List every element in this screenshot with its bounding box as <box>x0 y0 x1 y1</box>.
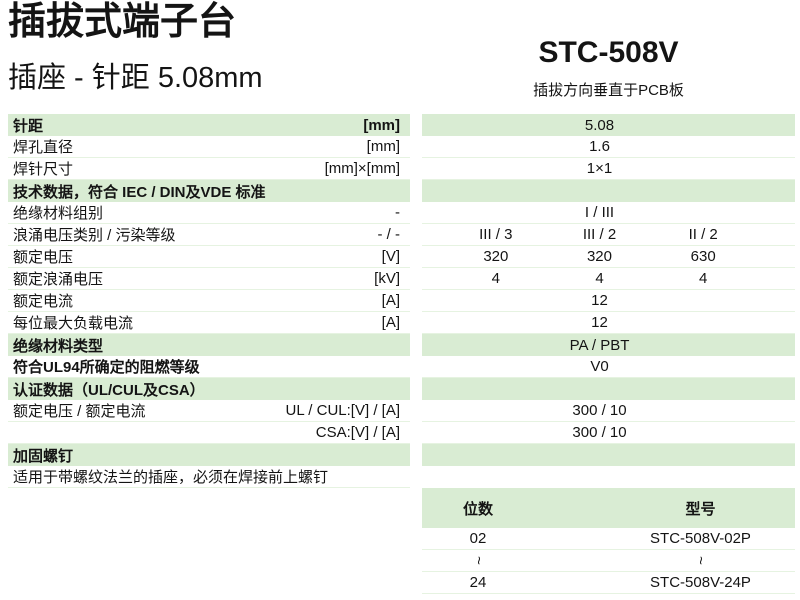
model-table-row: 02 STC-508V-02P <box>422 528 795 550</box>
row-unit: [mm] <box>363 116 400 134</box>
positions-value: 24 <box>469 574 487 591</box>
table-row-max-load-current: 每位最大负载电流 [A] 12 <box>8 312 795 334</box>
page-title: 插拔式端子台 <box>8 1 237 43</box>
section-row-certification-data: 认证数据（UL/CUL及CSA） <box>8 378 795 400</box>
row-value: 4 <box>698 270 708 287</box>
row-value: 320 <box>483 248 509 265</box>
model-table: 位数 型号 02 STC-508V-02P ~ ~ 24 STC-508V-24… <box>422 488 795 594</box>
row-label: 额定浪涌电压 <box>13 271 104 288</box>
table-row-ul94-rating: 符合UL94所确定的阻燃等级 V0 <box>8 356 795 378</box>
row-unit: - / - <box>377 226 401 243</box>
model-table-row-ellipsis: ~ ~ <box>422 550 795 572</box>
row-label: 针距 <box>13 117 44 135</box>
row-unit: [kV] <box>374 270 400 287</box>
model-number: STC-508V <box>538 36 679 69</box>
section-label: 加固螺钉 <box>13 447 74 465</box>
table-row-csa-rating: CSA:[V] / [A] 300 / 10 <box>8 422 795 444</box>
table-row-rated-voltage: 额定电压 [V] 320 320 630 <box>8 246 795 268</box>
model-table-row: 24 STC-508V-24P <box>422 572 795 594</box>
part-number-value: STC-508V-24P <box>650 574 751 591</box>
row-label: 浪涌电压类别 / 污染等级 <box>13 227 176 244</box>
table-row-insulation-group: 绝缘材料组别 - I / III <box>8 202 795 224</box>
row-value: III / 3 <box>479 226 513 243</box>
row-value: I / III <box>422 202 795 224</box>
model-table-header: 位数 型号 <box>422 488 795 528</box>
row-label: 焊针尺寸 <box>13 161 74 178</box>
row-label: 额定电流 <box>13 293 74 310</box>
section-row-technical-data: 技术数据，符合 IEC / DIN及VDE 标准 <box>8 180 795 202</box>
positions-value: 02 <box>469 530 487 547</box>
row-unit: [A] <box>381 292 400 309</box>
row-value: 300 / 10 <box>422 422 795 444</box>
row-value: 4 <box>491 270 500 287</box>
row-value: III / 2 <box>582 226 617 243</box>
row-label: 焊孔直径 <box>13 139 74 156</box>
range-wave-symbol: ~ <box>469 556 487 565</box>
row-value: 12 <box>422 290 795 312</box>
section-label: 认证数据（UL/CUL及CSA） <box>13 381 205 399</box>
model-tagline: 插拔方向垂直于PCB板 <box>533 82 684 99</box>
row-label: 额定电压 <box>13 249 74 266</box>
range-wave-symbol: ~ <box>691 556 709 565</box>
table-row-hole-diameter: 焊孔直径 [mm] 1.6 <box>8 136 795 158</box>
table-row-rated-current: 额定电流 [A] 12 <box>8 290 795 312</box>
row-value: II / 2 <box>688 226 718 243</box>
row-value: 300 / 10 <box>422 400 795 422</box>
page-subtitle: 插座 - 针距 5.08mm <box>8 62 263 94</box>
spec-table: 针距 [mm] 5.08 焊孔直径 [mm] 1.6 焊针尺寸 [mm]×[mm… <box>8 114 795 488</box>
row-value: 12 <box>422 312 795 334</box>
table-row-rated-surge-voltage: 额定浪涌电压 [kV] 4 4 4 <box>8 268 795 290</box>
row-value: PA / PBT <box>422 334 795 356</box>
table-row-ul-cul-rating: 额定电压 / 额定电流 UL / CUL:[V] / [A] 300 / 10 <box>8 400 795 422</box>
row-value: 630 <box>690 248 716 265</box>
table-row-pin-size: 焊针尺寸 [mm]×[mm] 1×1 <box>8 158 795 180</box>
table-row-screw-note: 适用于带螺纹法兰的插座，必须在焊接前上螺钉 <box>8 466 795 488</box>
row-label: 每位最大负载电流 <box>13 315 134 332</box>
row-label: 适用于带螺纹法兰的插座，必须在焊接前上螺钉 <box>13 469 329 486</box>
table-row-insulation-material: 绝缘材料类型 PA / PBT <box>8 334 795 356</box>
row-value: 320 <box>586 248 612 265</box>
row-value: 4 <box>595 270 604 287</box>
row-value: V0 <box>422 356 795 378</box>
row-label: 绝缘材料类型 <box>13 337 104 355</box>
row-unit: [mm]×[mm] <box>324 160 400 177</box>
row-label: 额定电压 / 额定电流 <box>13 403 146 420</box>
row-unit: [mm] <box>366 138 400 155</box>
row-value: 1×1 <box>422 158 795 180</box>
table-row-surge-category: 浪涌电压类别 / 污染等级 - / - III / 3 III / 2 II /… <box>8 224 795 246</box>
row-unit: UL / CUL:[V] / [A] <box>285 402 400 419</box>
row-label: 符合UL94所确定的阻燃等级 <box>13 359 200 376</box>
row-unit: - <box>395 204 400 221</box>
section-row-fixing-screw: 加固螺钉 <box>8 444 795 466</box>
column-header-part-number: 型号 <box>685 500 716 518</box>
table-row-pitch: 针距 [mm] 5.08 <box>8 114 795 136</box>
part-number-value: STC-508V-02P <box>650 530 751 547</box>
row-value: 1.6 <box>422 136 795 158</box>
section-label: 技术数据，符合 IEC / DIN及VDE 标准 <box>13 183 266 201</box>
row-unit: [V] <box>381 248 400 265</box>
row-unit: CSA:[V] / [A] <box>315 424 400 441</box>
column-header-positions: 位数 <box>462 500 493 518</box>
row-unit: [A] <box>381 314 400 331</box>
row-value: 5.08 <box>422 114 795 136</box>
row-label: 绝缘材料组别 <box>13 205 104 222</box>
